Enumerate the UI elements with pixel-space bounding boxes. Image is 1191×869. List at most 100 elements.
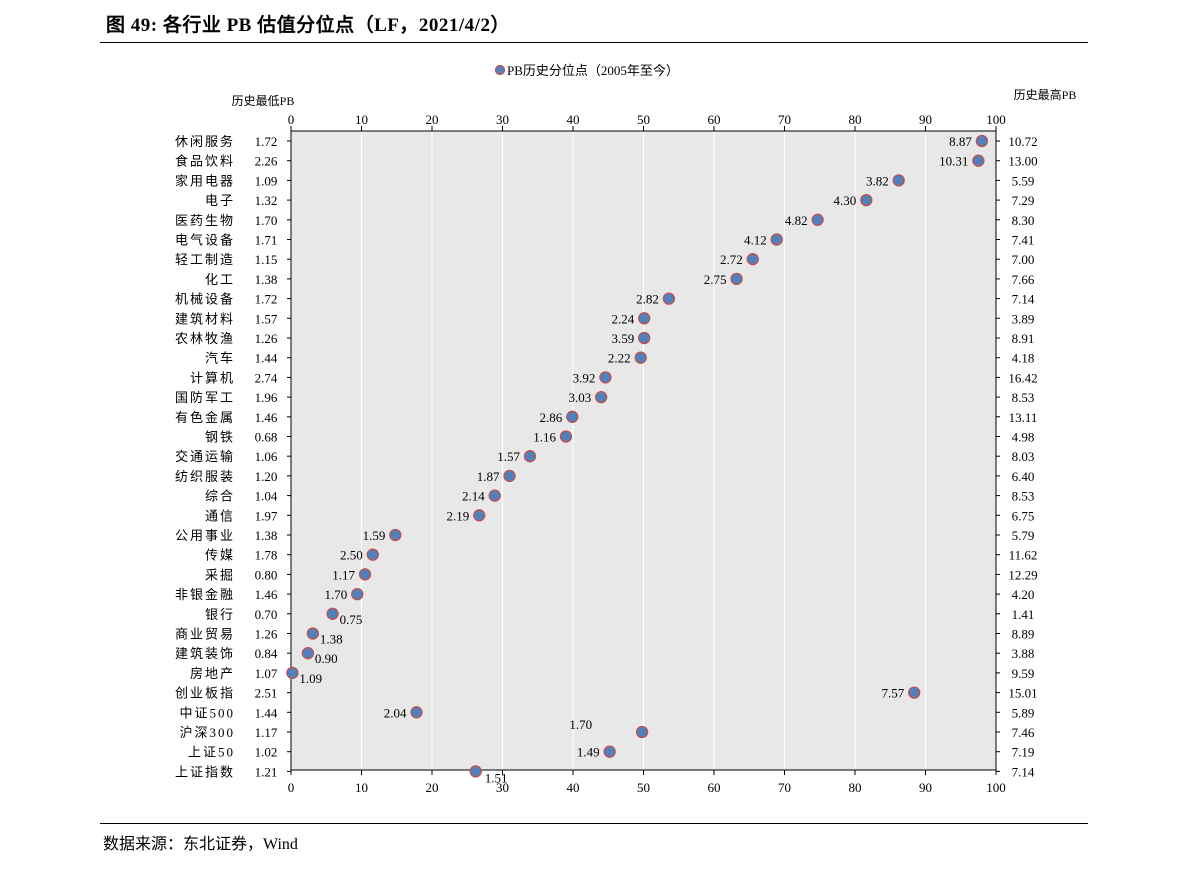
data-label: 3.92 xyxy=(573,370,596,385)
data-point xyxy=(286,666,299,680)
category-label: 有色金属 xyxy=(175,410,235,425)
category-label: 汽车 xyxy=(205,351,235,366)
category-label: 电气设备 xyxy=(175,233,235,248)
data-point xyxy=(488,489,501,502)
min-pb-label: 2.51 xyxy=(255,686,278,701)
max-pb-label: 7.14 xyxy=(1012,764,1035,779)
data-point xyxy=(603,745,616,758)
min-pb-label: 1.06 xyxy=(255,449,278,464)
category-label: 传媒 xyxy=(205,548,235,563)
category-label: 房地产 xyxy=(190,666,235,681)
top-tick-label: 90 xyxy=(919,112,932,127)
figure-title: 图 49: 各行业 PB 估值分位点（LF，2021/4/2） xyxy=(106,15,510,36)
max-pb-label: 5.79 xyxy=(1012,528,1035,543)
max-pb-label: 5.89 xyxy=(1012,705,1035,720)
min-pb-label: 1.70 xyxy=(255,213,278,228)
min-pb-label: 1.44 xyxy=(255,705,278,720)
data-point xyxy=(746,253,759,266)
min-pb-label: 1.97 xyxy=(255,508,278,523)
data-label: 1.87 xyxy=(477,469,500,484)
category-label: 综合 xyxy=(205,489,235,504)
min-pb-label: 1.04 xyxy=(255,489,278,504)
max-pb-label: 8.03 xyxy=(1012,449,1035,464)
min-pb-label: 1.32 xyxy=(255,193,278,208)
legend-marker xyxy=(494,64,506,76)
data-point xyxy=(662,292,676,305)
data-point xyxy=(351,587,364,601)
data-label: 1.70 xyxy=(325,587,348,602)
data-point xyxy=(634,351,647,364)
category-label: 中证500 xyxy=(179,705,235,720)
top-tick-label: 40 xyxy=(567,112,580,127)
max-pb-label: 7.46 xyxy=(1012,725,1035,740)
category-label: 国防军工 xyxy=(175,390,235,405)
data-label: 7.57 xyxy=(881,686,904,701)
min-pb-label: 2.74 xyxy=(255,370,278,385)
data-point xyxy=(770,233,783,246)
data-label: 1.51 xyxy=(485,770,508,785)
data-label: 2.24 xyxy=(611,311,634,326)
max-pb-label: 13.11 xyxy=(1009,410,1038,425)
top-tick-label: 80 xyxy=(849,112,862,127)
source-rule xyxy=(100,823,1088,824)
max-pb-label: 8.30 xyxy=(1012,213,1035,228)
category-label: 轻工制造 xyxy=(175,252,235,267)
category-label: 沪深300 xyxy=(179,725,235,740)
top-tick-label: 100 xyxy=(986,112,1006,127)
data-point xyxy=(595,390,608,404)
max-pb-label: 10.72 xyxy=(1008,134,1037,149)
category-label: 家用电器 xyxy=(175,173,235,188)
data-point xyxy=(358,568,372,581)
min-pb-label: 1.46 xyxy=(255,410,278,425)
max-pb-label: 3.89 xyxy=(1012,311,1035,326)
data-label: 8.87 xyxy=(949,134,972,149)
top-tick-label: 0 xyxy=(288,112,295,127)
bottom-tick-label: 0 xyxy=(288,780,295,795)
bottom-tick-label: 70 xyxy=(778,780,791,795)
min-pb-label: 1.15 xyxy=(255,252,278,267)
min-pb-label: 1.09 xyxy=(255,173,278,188)
max-pb-label: 5.59 xyxy=(1012,173,1035,188)
data-label: 10.31 xyxy=(939,154,968,169)
category-label: 公用事业 xyxy=(175,528,235,543)
max-pb-label: 1.41 xyxy=(1012,607,1035,622)
category-label: 钢铁 xyxy=(205,430,235,445)
min-pb-label: 1.20 xyxy=(255,469,278,484)
data-point xyxy=(599,371,612,384)
data-point xyxy=(559,430,573,443)
min-pb-label: 2.26 xyxy=(255,154,278,169)
data-label: 4.12 xyxy=(744,233,767,248)
category-label: 休闲服务 xyxy=(175,134,235,149)
max-pb-label: 7.41 xyxy=(1012,233,1035,248)
data-label: 3.03 xyxy=(568,390,591,405)
data-label: 0.75 xyxy=(340,612,363,627)
bottom-tick-label: 60 xyxy=(708,780,721,795)
data-point xyxy=(301,647,315,660)
bottom-tick-label: 80 xyxy=(849,780,862,795)
min-pb-label: 1.17 xyxy=(255,725,278,740)
top-tick-label: 60 xyxy=(708,112,721,127)
data-label: 1.49 xyxy=(577,745,600,760)
data-label: 1.17 xyxy=(332,567,355,582)
top-tick-label: 50 xyxy=(637,112,650,127)
category-label: 商业贸易 xyxy=(175,627,235,642)
data-label: 1.38 xyxy=(320,632,343,647)
category-label: 交通运输 xyxy=(175,449,235,464)
min-pb-label: 0.84 xyxy=(255,646,278,661)
data-label: 2.19 xyxy=(446,508,469,523)
category-label: 非银金融 xyxy=(175,587,235,602)
category-label: 通信 xyxy=(205,508,235,523)
max-pb-label: 7.00 xyxy=(1012,252,1035,267)
data-label: 2.22 xyxy=(608,351,631,366)
max-pb-label: 4.98 xyxy=(1012,430,1035,445)
data-point xyxy=(473,509,486,522)
data-point xyxy=(523,450,537,463)
data-label: 0.90 xyxy=(315,651,338,666)
category-label: 电子 xyxy=(205,193,235,208)
max-pb-label: 9.59 xyxy=(1012,666,1035,681)
min-pb-label: 1.71 xyxy=(255,233,278,248)
min-pb-label: 0.70 xyxy=(255,607,278,622)
data-label: 2.14 xyxy=(462,489,485,504)
data-label: 4.82 xyxy=(785,213,808,228)
bottom-tick-label: 40 xyxy=(567,780,580,795)
